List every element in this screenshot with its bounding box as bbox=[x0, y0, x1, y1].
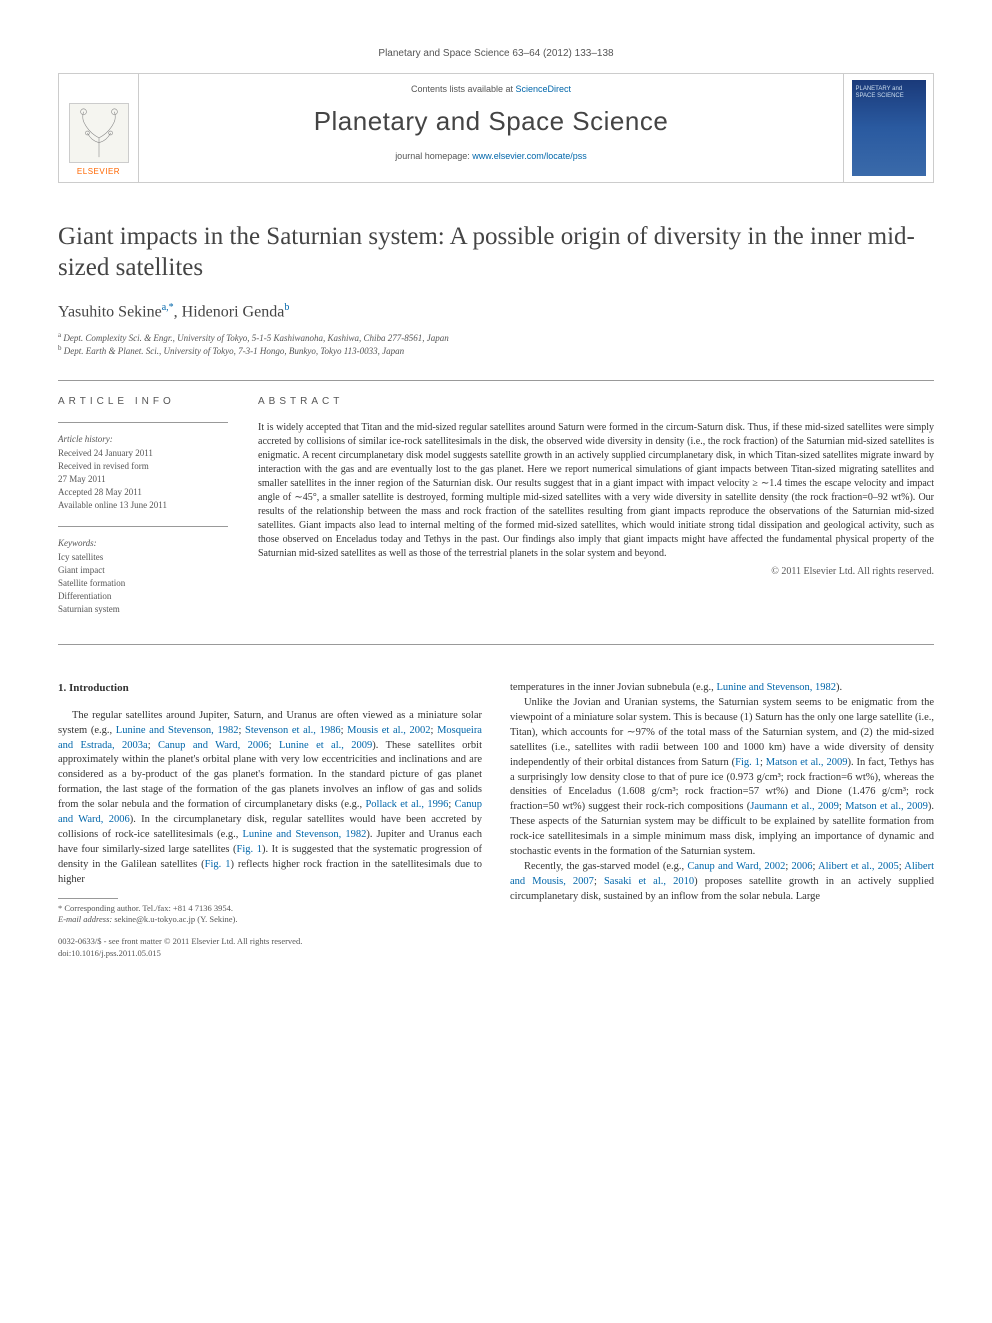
footnote-rule bbox=[58, 898, 118, 899]
info-divider-2 bbox=[58, 526, 228, 527]
divider-bottom bbox=[58, 644, 934, 645]
homepage-link[interactable]: www.elsevier.com/locate/pss bbox=[472, 151, 587, 161]
banner-cover-block: PLANETARY and SPACE SCIENCE bbox=[843, 74, 933, 182]
article-title: Giant impacts in the Saturnian system: A… bbox=[58, 221, 934, 284]
homepage-line: journal homepage: www.elsevier.com/locat… bbox=[139, 151, 843, 161]
top-citation: Planetary and Space Science 63–64 (2012)… bbox=[58, 48, 934, 59]
sciencedirect-link[interactable]: ScienceDirect bbox=[516, 84, 572, 94]
author-1-affil-sup: a, bbox=[162, 302, 169, 313]
corresponding-author-footnote: * Corresponding author. Tel./fax: +81 4 … bbox=[58, 903, 482, 927]
keywords-label: Keywords: bbox=[58, 537, 238, 550]
keywords-block: Keywords: Icy satellites Giant impact Sa… bbox=[58, 537, 238, 616]
abstract-heading: ABSTRACT bbox=[258, 395, 934, 409]
body-two-column: 1. Introduction The regular satellites a… bbox=[58, 681, 934, 959]
history-revised-2: 27 May 2011 bbox=[58, 473, 238, 486]
abstract-copyright: © 2011 Elsevier Ltd. All rights reserved… bbox=[258, 565, 934, 579]
history-label: Article history: bbox=[58, 433, 238, 446]
affiliation-b: b Dept. Earth & Planet. Sci., University… bbox=[58, 344, 934, 358]
publisher-label: ELSEVIER bbox=[77, 167, 120, 176]
p1n: ). bbox=[836, 682, 842, 693]
affiliations: a Dept. Complexity Sci. & Engr., Univers… bbox=[58, 331, 934, 358]
info-divider-1 bbox=[58, 422, 228, 423]
ref-stevenson-1986[interactable]: Stevenson et al., 1986 bbox=[245, 725, 341, 736]
contents-prefix: Contents lists available at bbox=[411, 84, 516, 94]
abstract-text: It is widely accepted that Titan and the… bbox=[258, 421, 934, 561]
front-matter-line-1: 0032-0633/$ - see front matter © 2011 El… bbox=[58, 936, 482, 947]
keyword-5: Saturnian system bbox=[58, 603, 238, 616]
author-2-name: Hidenori Genda bbox=[182, 303, 285, 320]
divider-top bbox=[58, 380, 934, 381]
intro-para-3: Recently, the gas-starved model (e.g., C… bbox=[510, 860, 934, 905]
author-sep: , bbox=[174, 303, 182, 320]
corr-author-line: * Corresponding author. Tel./fax: +81 4 … bbox=[58, 903, 482, 915]
ref-jaumann-2009[interactable]: Jaumann et al., 2009 bbox=[750, 801, 839, 812]
homepage-prefix: journal homepage: bbox=[395, 151, 472, 161]
ref-sasaki-2010[interactable]: Sasaki et al., 2010 bbox=[604, 876, 694, 887]
ref-fig1-2[interactable]: Fig. 1 bbox=[205, 859, 231, 870]
ref-pollack-1996[interactable]: Pollack et al., 1996 bbox=[365, 799, 448, 810]
p1f: ; bbox=[269, 740, 279, 751]
affil-b-text: Dept. Earth & Planet. Sci., University o… bbox=[62, 346, 405, 356]
doi-line: doi:10.1016/j.pss.2011.05.015 bbox=[58, 948, 482, 959]
email-label: E-mail address: bbox=[58, 914, 112, 924]
keyword-3: Satellite formation bbox=[58, 577, 238, 590]
affiliation-a: a Dept. Complexity Sci. & Engr., Univers… bbox=[58, 331, 934, 345]
author-1-name: Yasuhito Sekine bbox=[58, 303, 162, 320]
p1m: temperatures in the inner Jovian subnebu… bbox=[510, 682, 716, 693]
ref-canup-2002[interactable]: Canup and Ward, 2002 bbox=[687, 861, 785, 872]
ref-mousis-2002[interactable]: Mousis et al., 2002 bbox=[347, 725, 430, 736]
email-address: sekine@k.u-tokyo.ac.jp (Y. Sekine). bbox=[112, 914, 237, 924]
p3e: ; bbox=[594, 876, 604, 887]
intro-para-1: The regular satellites around Jupiter, S… bbox=[58, 709, 482, 888]
cover-text: PLANETARY and SPACE SCIENCE bbox=[856, 86, 922, 100]
journal-name: Planetary and Space Science bbox=[139, 106, 843, 137]
ref-lunine-1982-1[interactable]: Lunine and Stevenson, 1982 bbox=[116, 725, 239, 736]
history-received: Received 24 January 2011 bbox=[58, 447, 238, 460]
ref-canup-2006-3[interactable]: 2006 bbox=[792, 861, 813, 872]
email-line: E-mail address: sekine@k.u-tokyo.ac.jp (… bbox=[58, 914, 482, 926]
article-info-column: ARTICLE INFO Article history: Received 2… bbox=[58, 395, 258, 630]
affil-a-text: Dept. Complexity Sci. & Engr., Universit… bbox=[61, 333, 449, 343]
ref-lunine-1982-3[interactable]: Lunine and Stevenson, 1982 bbox=[716, 682, 836, 693]
ref-lunine-1982-2[interactable]: Lunine and Stevenson, 1982 bbox=[242, 829, 366, 840]
front-matter-meta: 0032-0633/$ - see front matter © 2011 El… bbox=[58, 936, 482, 959]
intro-para-1-cont: temperatures in the inner Jovian subnebu… bbox=[510, 681, 934, 696]
ref-lunine-2009[interactable]: Lunine et al., 2009 bbox=[279, 740, 372, 751]
p3a: Recently, the gas-starved model (e.g., bbox=[524, 861, 687, 872]
contents-available-line: Contents lists available at ScienceDirec… bbox=[139, 84, 843, 94]
journal-cover-thumbnail: PLANETARY and SPACE SCIENCE bbox=[852, 80, 926, 176]
history-online: Available online 13 June 2011 bbox=[58, 499, 238, 512]
ref-fig1-1[interactable]: Fig. 1 bbox=[237, 844, 262, 855]
history-accepted: Accepted 28 May 2011 bbox=[58, 486, 238, 499]
ref-matson-2009-2[interactable]: Matson et al., 2009 bbox=[845, 801, 928, 812]
author-list: Yasuhito Sekinea,*, Hidenori Gendab bbox=[58, 302, 934, 321]
info-abstract-row: ARTICLE INFO Article history: Received 2… bbox=[58, 395, 934, 630]
article-history-block: Article history: Received 24 January 201… bbox=[58, 433, 238, 512]
p1e: ; bbox=[148, 740, 158, 751]
banner-center: Contents lists available at ScienceDirec… bbox=[139, 74, 843, 182]
intro-para-2: Unlike the Jovian and Uranian systems, t… bbox=[510, 696, 934, 860]
article-info-heading: ARTICLE INFO bbox=[58, 395, 238, 410]
ref-alibert-2005[interactable]: Alibert et al., 2005 bbox=[818, 861, 899, 872]
elsevier-tree-icon bbox=[69, 103, 129, 163]
section-1-heading: 1. Introduction bbox=[58, 681, 482, 697]
history-revised-1: Received in revised form bbox=[58, 460, 238, 473]
keyword-4: Differentiation bbox=[58, 590, 238, 603]
keyword-2: Giant impact bbox=[58, 564, 238, 577]
publisher-logo-block: ELSEVIER bbox=[59, 74, 139, 182]
ref-canup-2006-1[interactable]: Canup and Ward, 2006 bbox=[158, 740, 269, 751]
journal-banner: ELSEVIER Contents lists available at Sci… bbox=[58, 73, 934, 183]
keyword-1: Icy satellites bbox=[58, 551, 238, 564]
ref-fig1-3[interactable]: Fig. 1 bbox=[735, 757, 760, 768]
abstract-column: ABSTRACT It is widely accepted that Tita… bbox=[258, 395, 934, 630]
author-2-affil-sup: b bbox=[284, 302, 289, 313]
ref-matson-2009-1[interactable]: Matson et al., 2009 bbox=[766, 757, 848, 768]
